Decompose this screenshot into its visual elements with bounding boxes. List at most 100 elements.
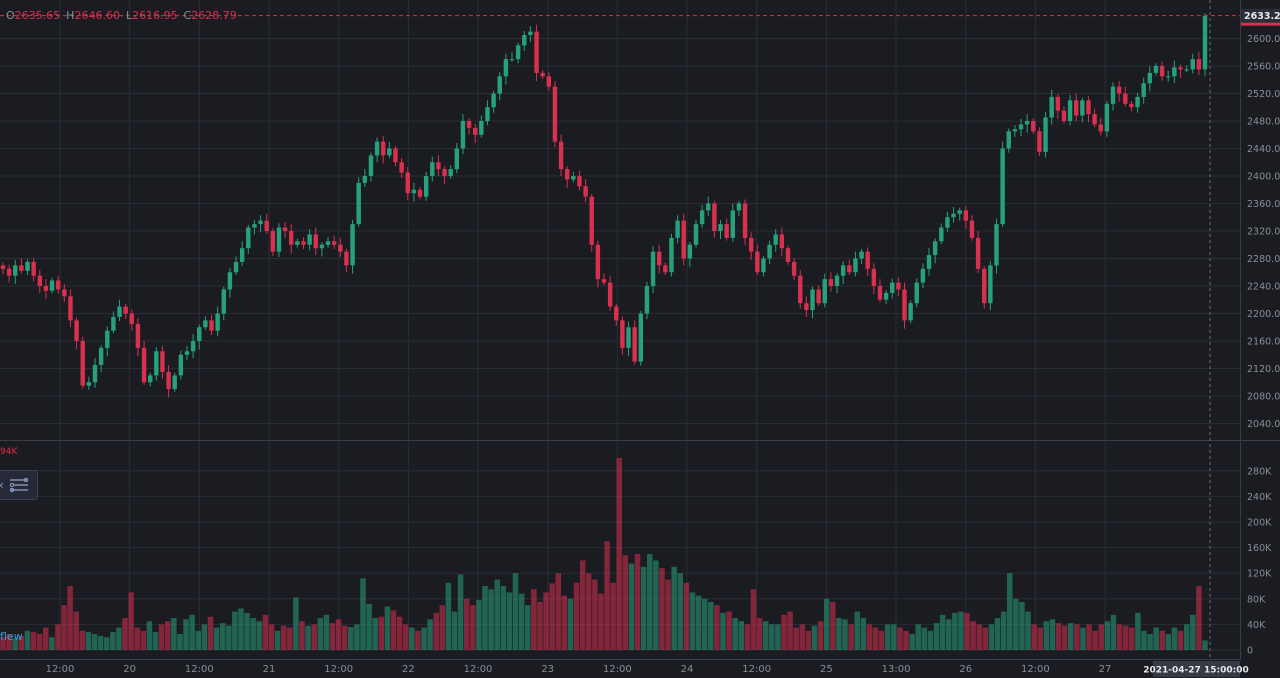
volume-bar xyxy=(598,593,604,650)
candle-body xyxy=(1086,100,1091,115)
candle-body xyxy=(656,251,662,266)
volume-bar xyxy=(567,598,574,650)
candle-body xyxy=(460,121,466,149)
candle-body xyxy=(1196,59,1202,70)
volume-bar xyxy=(952,612,958,650)
volume-bar xyxy=(1061,625,1068,650)
candle-body xyxy=(497,76,502,94)
candle-body xyxy=(135,323,141,348)
volume-bar xyxy=(201,624,208,650)
volume-bar xyxy=(769,624,775,650)
candle-body xyxy=(0,265,6,269)
volume-bar xyxy=(85,632,92,650)
candle-body xyxy=(1055,96,1061,111)
volume-bar xyxy=(262,614,269,650)
candle-body xyxy=(681,220,686,259)
volume-bar xyxy=(1183,624,1190,650)
volume-bar xyxy=(1055,623,1062,650)
volume-bar xyxy=(470,605,476,650)
volume-bar xyxy=(1019,602,1025,650)
volume-bar xyxy=(79,630,86,650)
volume-bar xyxy=(1068,623,1074,650)
candle-body xyxy=(675,220,680,238)
volume-bar xyxy=(55,624,61,650)
volume-bar xyxy=(439,605,446,650)
volume-tick-label: 280K xyxy=(1247,466,1272,477)
volume-bar xyxy=(476,600,482,650)
candle-body xyxy=(877,286,883,300)
candle-body xyxy=(123,306,128,314)
volume-bar xyxy=(1116,624,1123,650)
candle-body xyxy=(1012,129,1018,132)
current-price-label: 2633.21 xyxy=(1244,11,1280,22)
candle-body xyxy=(423,176,429,197)
volume-bar xyxy=(677,573,684,650)
volume-bar xyxy=(134,627,140,650)
candle-body xyxy=(963,210,969,221)
volume-bar xyxy=(213,627,220,650)
volume-bar xyxy=(1190,614,1196,650)
volume-bar xyxy=(427,619,433,650)
candle-body xyxy=(466,121,472,128)
candle-body xyxy=(1000,148,1005,225)
legend-high: H2646.60 xyxy=(66,9,120,22)
candle-body xyxy=(92,365,98,383)
volume-bar xyxy=(823,598,830,650)
volume-bar xyxy=(390,610,397,650)
candle-body xyxy=(687,244,693,259)
current-price-marker xyxy=(1241,22,1280,26)
candle-body xyxy=(509,59,515,61)
time-tick-label: 12:00 xyxy=(46,664,75,675)
candle-body xyxy=(479,121,484,135)
candle-body xyxy=(828,279,834,286)
volume-bar xyxy=(341,625,348,650)
volume-bar xyxy=(146,621,153,650)
volume-bar xyxy=(549,583,555,650)
candle-body xyxy=(105,330,110,348)
volume-tick-label: 120K xyxy=(1247,569,1272,580)
volume-bar xyxy=(872,627,879,650)
volume-bar xyxy=(128,592,134,650)
candle-body xyxy=(197,327,202,341)
candle-body xyxy=(6,268,12,276)
volume-bar xyxy=(939,614,946,650)
candle-body xyxy=(693,224,699,245)
candle-body xyxy=(111,316,116,331)
candle-body xyxy=(160,351,165,372)
volume-bar xyxy=(445,582,452,650)
time-tick-label: 12:00 xyxy=(1021,664,1050,675)
volume-bar xyxy=(653,560,659,650)
price-tick-label: 2120.00 xyxy=(1247,364,1280,375)
volume-bar xyxy=(1110,614,1117,650)
volume-bar xyxy=(274,630,281,650)
volume-bar xyxy=(0,637,6,650)
candle-body xyxy=(1031,121,1036,132)
volume-bar xyxy=(732,618,738,650)
candle-body xyxy=(147,375,153,383)
volume-bar xyxy=(287,627,293,650)
candle-body xyxy=(724,224,729,238)
candle-body xyxy=(1153,66,1159,73)
candle-body xyxy=(307,234,312,245)
candle-body xyxy=(920,268,926,283)
candle-body xyxy=(969,220,975,238)
candle-body xyxy=(1165,76,1171,78)
candle-body xyxy=(411,189,417,194)
volume-bar xyxy=(433,612,439,650)
flow-indicator-label[interactable]: flew xyxy=(0,630,23,643)
volume-bar xyxy=(207,616,214,650)
indicator-settings-button[interactable]: ‹ xyxy=(0,470,38,500)
candle-body xyxy=(632,327,637,362)
candle-body xyxy=(62,289,67,297)
candle-body xyxy=(595,244,601,280)
price-tick-label: 2160.00 xyxy=(1247,337,1280,348)
volume-bar xyxy=(647,554,653,650)
candle-body xyxy=(141,347,147,383)
candle-body xyxy=(626,327,631,348)
volume-bar xyxy=(622,555,629,650)
volume-bar xyxy=(659,568,665,650)
volume-bar xyxy=(994,618,1001,650)
candle-body xyxy=(1129,103,1134,108)
price-tick-label: 2560.00 xyxy=(1247,62,1280,73)
